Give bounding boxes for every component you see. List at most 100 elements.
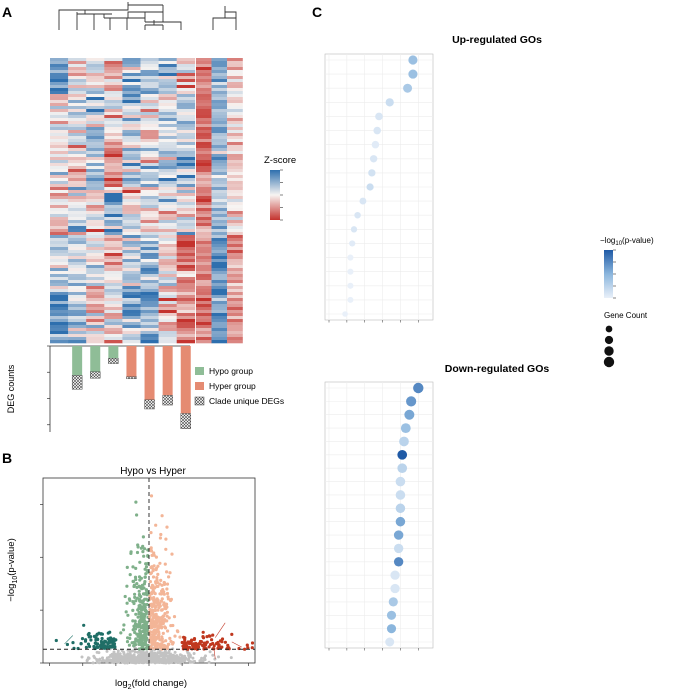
heatmap-right-cell: [227, 280, 243, 284]
heatmap-cell: [50, 121, 69, 125]
heatmap-right-cell: [211, 322, 228, 326]
go-size-legend: Gene Count: [603, 311, 648, 368]
volcano-point-down: [138, 599, 142, 603]
volcano-point-up: [151, 596, 155, 600]
heatmap-right-cell: [227, 94, 243, 98]
heatmap-cell: [176, 268, 196, 272]
heatmap-cell: [122, 106, 141, 110]
heatmap-right-cell: [227, 145, 243, 149]
heatmap-right-cell: [196, 271, 212, 275]
heatmap-right-cell: [196, 184, 212, 188]
heatmap-dendrogram: [58, 2, 237, 30]
volcano-point-up: [171, 623, 175, 628]
heatmap-cell: [104, 64, 123, 68]
heatmap-cell: [122, 223, 141, 227]
heatmap-right-cell: [227, 328, 243, 332]
heatmap-right-cell: [211, 220, 228, 224]
heatmap-cell: [104, 151, 123, 155]
heatmap-cell: [50, 337, 69, 341]
heatmap-right-cell: [211, 178, 228, 182]
heatmap-cell: [86, 244, 105, 248]
heatmap-cell: [176, 301, 196, 305]
volcano-point-down: [145, 610, 149, 614]
heatmap-cell: [158, 178, 177, 182]
heatmap-cell: [104, 211, 123, 215]
heatmap-cell: [140, 121, 159, 125]
heatmap-cell: [68, 136, 87, 140]
heatmap-cell: [50, 142, 69, 146]
volcano-point-strong-down: [94, 642, 98, 646]
volcano-point-ns: [80, 655, 84, 659]
heatmap-cell: [104, 82, 123, 86]
heatmap-cell: [86, 316, 105, 320]
heatmap-cell: [68, 187, 87, 191]
heatmap-cell: [68, 289, 87, 293]
heatmap-cell: [68, 121, 87, 125]
heatmap-cell: [140, 217, 159, 221]
heatmap-cell: [158, 220, 177, 224]
heatmap-right-cell: [227, 340, 243, 344]
heatmap-right-cell: [196, 112, 212, 116]
heatmap-right-cell: [211, 184, 228, 188]
heatmap-cell: [140, 64, 159, 68]
volcano-point-down: [131, 600, 135, 604]
heatmap-right-cell: [227, 322, 243, 326]
heatmap-cell: [176, 262, 196, 266]
heatmap-right-cell: [196, 331, 212, 335]
heatmap-cell: [50, 253, 69, 257]
deg-bar: [144, 346, 155, 409]
heatmap-right-cell: [227, 292, 243, 296]
heatmap-cell: [86, 151, 105, 155]
heatmap-cell: [122, 130, 141, 134]
volcano-point-up: [152, 629, 156, 633]
heatmap-cell: [158, 64, 177, 68]
heatmap-cell: [176, 259, 196, 263]
heatmap-cell: [122, 148, 141, 152]
heatmap-cell: [86, 166, 105, 170]
heatmap-right-cell: [227, 307, 243, 311]
heatmap-cell: [158, 154, 177, 158]
go-dot: [399, 436, 409, 447]
heatmap-cell: [122, 94, 141, 98]
volcano-point-down: [135, 513, 139, 517]
volcano-point-ns: [159, 654, 163, 657]
heatmap-cell: [104, 232, 123, 236]
legend-unique: Clade unique DEGs: [209, 396, 284, 406]
heatmap-cell: [104, 328, 123, 332]
heatmap-cell: [158, 169, 177, 173]
heatmap-right-cell: [227, 58, 243, 62]
heatmap-right-cell: [211, 82, 228, 86]
heatmap-right-cell: [196, 109, 212, 113]
heatmap-cell: [158, 202, 177, 206]
legend-hyper: Hyper group: [209, 381, 256, 391]
heatmap-cell: [140, 91, 159, 95]
heatmap-cell: [158, 217, 177, 221]
heatmap-cell: [158, 100, 177, 104]
heatmap-cell: [50, 163, 69, 167]
heatmap-cell: [176, 307, 196, 311]
heatmap-right-cell: [211, 295, 228, 299]
heatmap-cell: [68, 184, 87, 188]
volcano-point-strong-up: [196, 644, 200, 649]
volcano-point-down: [126, 613, 130, 617]
heatmap-cell: [86, 232, 105, 236]
volcano-point-ns: [182, 659, 186, 663]
heatmap-cell: [50, 136, 69, 140]
volcano-point-up: [163, 612, 167, 616]
heatmap-cell: [158, 67, 177, 71]
heatmap-right-cell: [196, 106, 212, 110]
heatmap-cell: [68, 238, 87, 242]
heatmap-cell: [86, 214, 105, 218]
heatmap-right-cell: [211, 160, 228, 164]
heatmap-cell: [68, 211, 87, 215]
heatmap-right-cell: [196, 145, 212, 149]
heatmap-cell: [122, 295, 141, 299]
heatmap-cell: [176, 334, 196, 338]
heatmap-cell: [68, 169, 87, 173]
heatmap-right-cell: [196, 241, 212, 245]
volcano-point-ns: [108, 659, 112, 663]
heatmap-cell: [86, 94, 105, 98]
heatmap-right-cell: [196, 217, 212, 221]
heatmap-cell: [176, 325, 196, 329]
volcano-point-up: [162, 592, 166, 596]
